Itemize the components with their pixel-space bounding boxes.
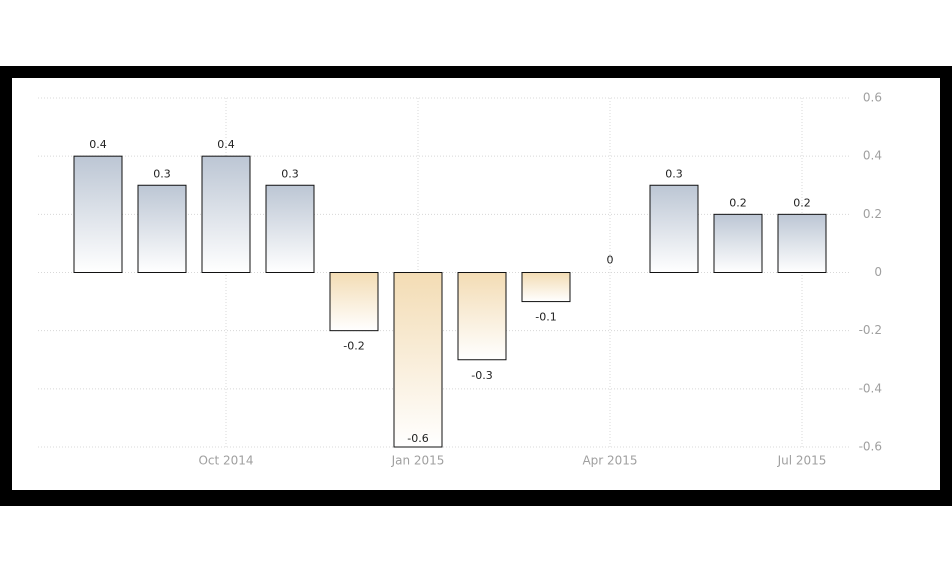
bar bbox=[649, 184, 699, 273]
bar bbox=[521, 272, 571, 303]
y-tick-label: 0.6 bbox=[863, 91, 882, 105]
data-label: 0.3 bbox=[665, 167, 683, 180]
data-label: 0.2 bbox=[793, 196, 811, 209]
bar bbox=[329, 272, 379, 332]
x-tick-label: Jul 2015 bbox=[777, 454, 827, 468]
data-label: 0.4 bbox=[217, 138, 235, 151]
data-label: 0.3 bbox=[153, 167, 171, 180]
bar bbox=[73, 155, 123, 274]
y-tick-label: -0.2 bbox=[859, 323, 882, 337]
y-tick-label: 0.4 bbox=[863, 149, 882, 163]
y-tick-label: -0.4 bbox=[859, 381, 882, 395]
x-tick-label: Apr 2015 bbox=[582, 454, 637, 468]
bar bbox=[265, 184, 315, 273]
bar bbox=[713, 213, 763, 273]
data-label: -0.3 bbox=[471, 369, 492, 382]
bar bbox=[201, 155, 251, 274]
x-tick-label: Oct 2014 bbox=[198, 454, 253, 468]
bar bbox=[457, 272, 507, 361]
data-label: 0.3 bbox=[281, 167, 299, 180]
bar bbox=[393, 272, 443, 448]
bar bbox=[777, 213, 827, 273]
y-tick-label: -0.6 bbox=[859, 440, 882, 454]
data-label: 0.4 bbox=[89, 138, 107, 151]
y-tick-label: 0 bbox=[874, 265, 882, 279]
y-tick-label: 0.2 bbox=[863, 207, 882, 221]
data-label: 0.2 bbox=[729, 196, 747, 209]
data-label: 0 bbox=[607, 254, 614, 267]
x-tick-label: Jan 2015 bbox=[391, 454, 445, 468]
data-label: -0.2 bbox=[343, 340, 364, 353]
bar bbox=[137, 184, 187, 273]
data-label: -0.1 bbox=[535, 311, 556, 324]
data-label: -0.6 bbox=[407, 432, 428, 445]
